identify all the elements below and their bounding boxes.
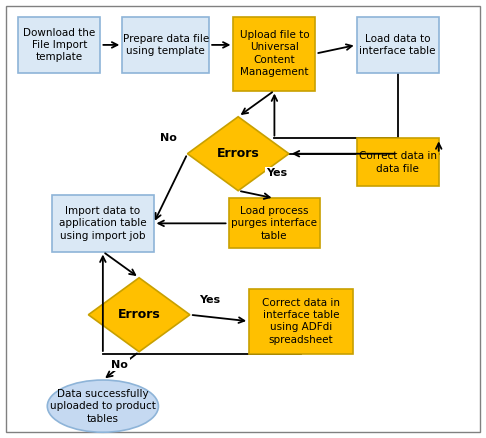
Text: Errors: Errors [118, 308, 160, 321]
Text: Data successfully
uploaded to product
tables: Data successfully uploaded to product ta… [50, 389, 156, 424]
Text: Upload file to
Universal
Content
Management: Upload file to Universal Content Managem… [240, 30, 309, 77]
Text: Download the
File Import
template: Download the File Import template [23, 28, 96, 62]
Text: Prepare data file
using template: Prepare data file using template [122, 34, 209, 56]
FancyBboxPatch shape [357, 138, 439, 186]
Text: No: No [111, 360, 128, 370]
FancyBboxPatch shape [52, 195, 154, 252]
Text: No: No [160, 134, 176, 144]
Text: Import data to
application table
using import job: Import data to application table using i… [59, 206, 147, 241]
Polygon shape [188, 117, 289, 191]
Text: Load data to
interface table: Load data to interface table [359, 34, 436, 56]
FancyBboxPatch shape [357, 17, 439, 73]
Text: Correct data in
data file: Correct data in data file [359, 151, 436, 173]
Ellipse shape [47, 380, 158, 432]
Text: Errors: Errors [217, 147, 260, 160]
FancyBboxPatch shape [18, 17, 101, 73]
Text: Yes: Yes [199, 294, 220, 304]
Text: Correct data in
interface table
using ADFdi
spreadsheet: Correct data in interface table using AD… [262, 298, 340, 345]
Text: Load process
purges interface
table: Load process purges interface table [231, 206, 317, 241]
FancyBboxPatch shape [233, 17, 315, 91]
FancyBboxPatch shape [228, 198, 320, 248]
Text: Yes: Yes [266, 168, 287, 178]
FancyBboxPatch shape [249, 289, 353, 354]
FancyBboxPatch shape [122, 17, 209, 73]
Polygon shape [88, 278, 190, 352]
